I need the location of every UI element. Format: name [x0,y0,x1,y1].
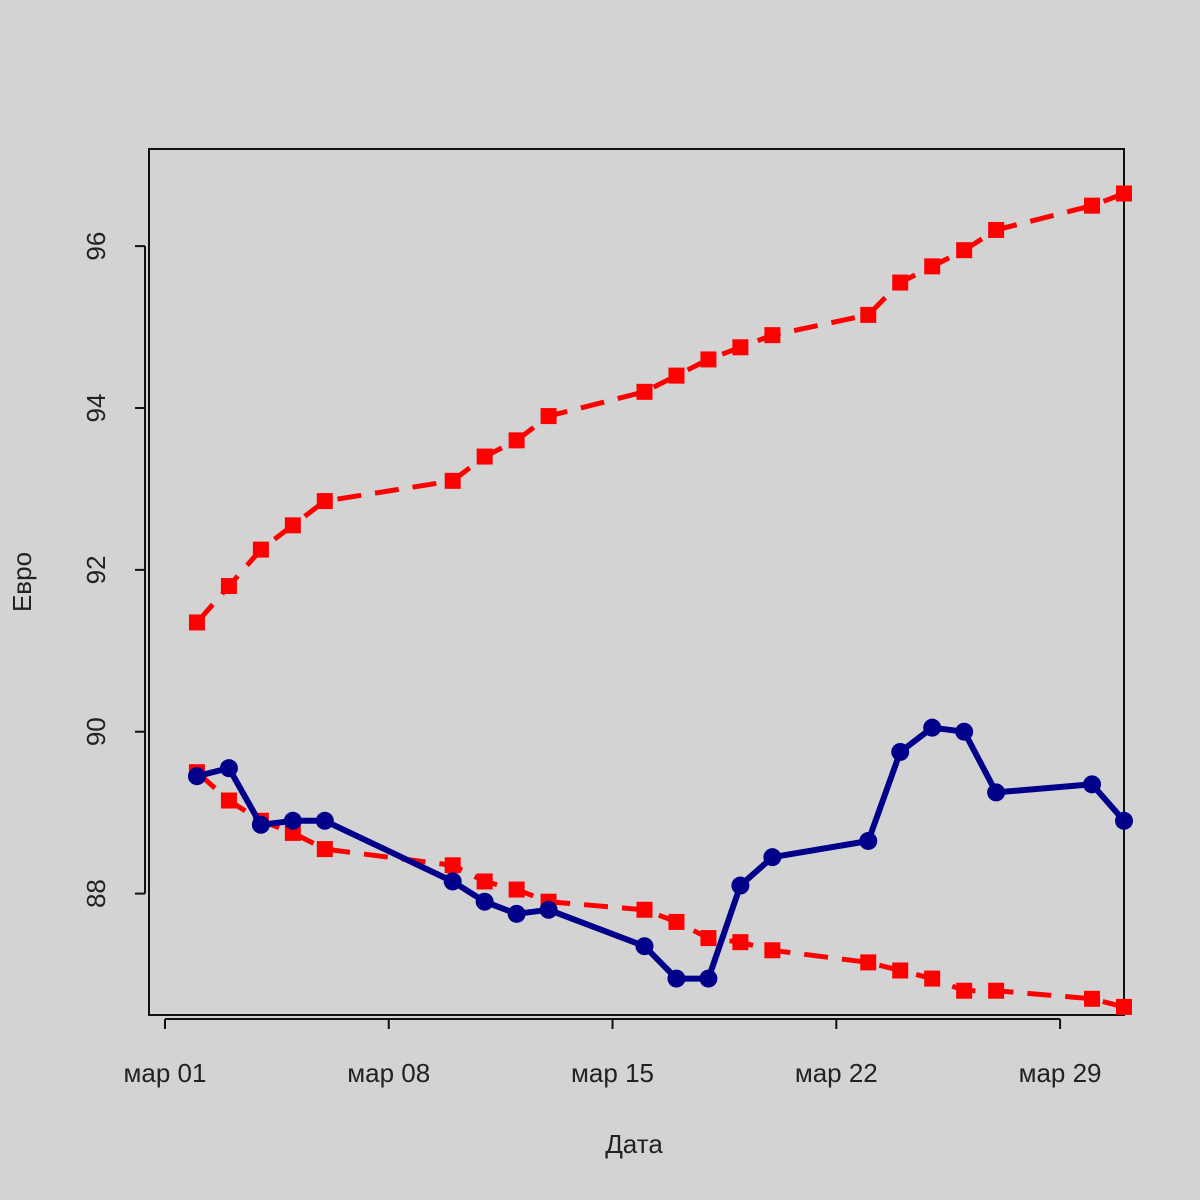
data-point-lower [636,901,653,918]
data-point-upper [668,367,685,384]
series-actual [187,718,1133,988]
series-line-upper [195,191,1125,625]
data-point-upper [956,242,973,259]
data-point-lower [316,841,333,858]
data-point-actual [251,815,270,834]
data-point-actual [475,892,494,911]
data-point-actual [187,767,206,786]
data-point-actual [635,937,654,956]
data-point-actual [987,783,1006,802]
data-point-actual [507,904,526,923]
data-point-lower [892,962,909,979]
data-point-upper [508,432,525,449]
data-point-lower [284,824,301,841]
plot-frame [148,148,1125,1016]
x-tick-label: мар 15 [571,1058,654,1088]
y-tick-label: 88 [81,879,111,908]
data-point-upper [1116,185,1132,202]
y-tick-label: 90 [81,717,111,746]
data-point-upper [444,472,461,489]
data-point-upper [700,351,717,368]
series-layer [187,185,1133,1015]
x-tick-label: мар 08 [347,1058,430,1088]
data-point-actual [443,872,462,891]
data-point-actual [283,811,302,830]
data-point-lower [508,881,525,898]
series-line-lower [195,770,1125,1010]
data-point-upper [860,306,877,323]
data-point-upper [220,578,237,595]
x-tick-label: мар 01 [124,1058,207,1088]
data-point-lower [476,873,493,890]
data-point-actual [315,811,334,830]
x-tick-label: мар 29 [1019,1058,1102,1088]
x-axis-title: Дата [605,1129,663,1159]
data-point-actual [923,718,942,737]
data-point-lower [956,982,973,999]
data-point-upper [636,383,653,400]
data-point-upper [764,327,781,344]
data-point-lower [1084,990,1101,1007]
data-point-lower [668,913,685,930]
data-point-upper [284,517,301,534]
data-point-actual [731,876,750,895]
data-point-lower [988,982,1005,999]
data-point-upper [1084,197,1101,214]
data-point-actual [699,969,718,988]
series-lower [188,764,1132,1015]
x-axis: мар 01 мар 08 мар 15 мар 22 мар 29 [124,1018,1102,1088]
data-point-upper [188,614,205,631]
data-point-upper [924,258,941,275]
data-point-actual [1115,811,1133,830]
data-point-actual [219,759,238,778]
data-point-actual [891,742,910,761]
series-upper [188,185,1132,631]
y-axis: 88 90 92 94 96 [81,232,146,908]
data-point-upper [732,339,749,356]
x-tick-label: мар 22 [795,1058,878,1088]
y-tick-label: 92 [81,555,111,584]
series-line-actual [194,724,1127,982]
data-point-lower [764,942,781,959]
data-point-lower [700,930,717,947]
data-point-upper [892,274,909,291]
data-point-upper [252,541,269,558]
data-point-actual [667,969,686,988]
data-point-lower [732,934,749,951]
data-point-actual [1083,775,1102,794]
data-point-lower [220,792,237,809]
y-tick-label: 96 [81,232,111,261]
data-point-upper [316,493,333,510]
data-point-upper [988,221,1005,238]
data-point-actual [539,900,558,919]
data-point-actual [763,848,782,867]
data-point-lower [1116,998,1132,1015]
data-point-upper [476,448,493,465]
data-point-lower [860,954,877,971]
data-point-lower [444,857,461,874]
y-axis-title: Евро [7,552,37,612]
data-point-lower [924,970,941,987]
data-point-upper [540,408,557,425]
y-tick-label: 94 [81,394,111,423]
data-point-actual [955,722,974,741]
data-point-actual [859,831,878,850]
